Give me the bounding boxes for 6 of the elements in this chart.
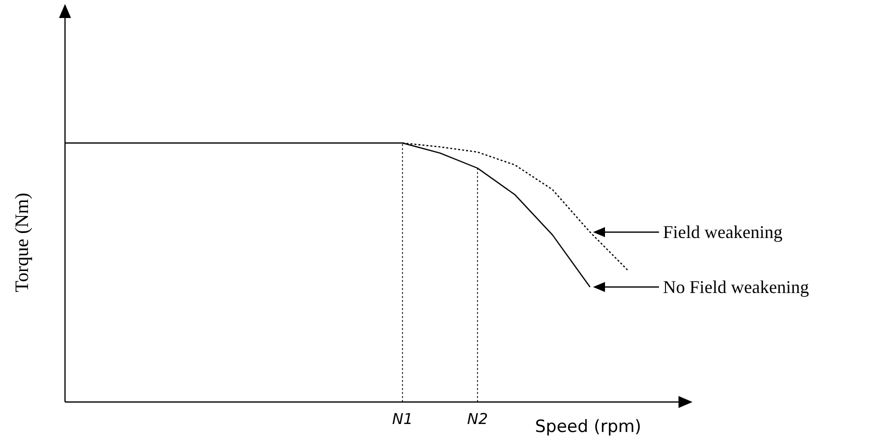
y-axis-title: Torque (Nm) [12,192,33,292]
legend-label: Field weakening [663,222,782,242]
x-axis-title: Speed (rpm) [535,417,642,437]
x-tick-label: N2 [467,410,488,428]
x-tick-label: N1 [392,410,413,428]
legend-label: No Field weakening [663,277,809,298]
